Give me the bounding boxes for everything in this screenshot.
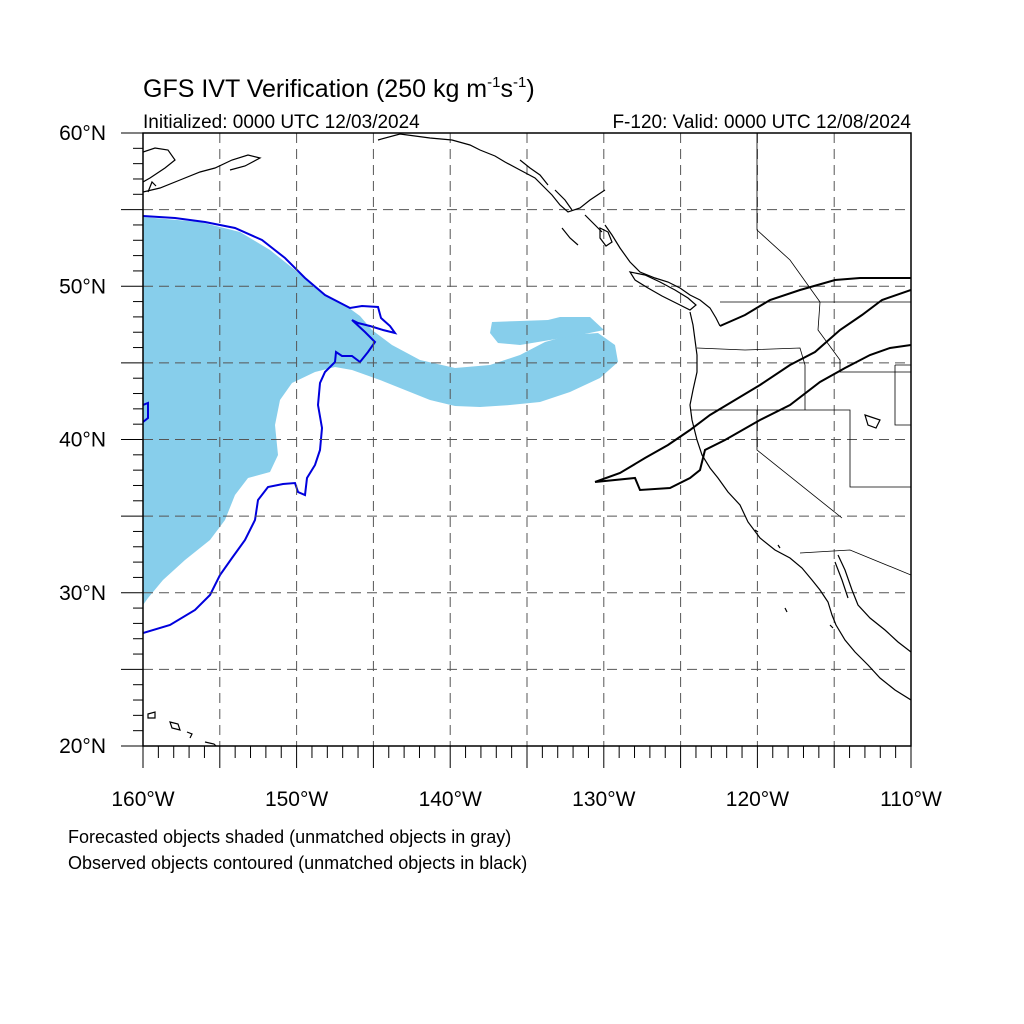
observed-ivt-contour [143,215,398,634]
longitude-tick-label: 150°W [265,788,328,811]
observed-ivt-contour-west-edge [143,401,149,423]
latitude-tick-label: 60°N [59,122,106,145]
longitude-tick-label: 140°W [419,788,482,811]
latitude-labels: 20°N 30°N 40°N 50°N 60°N [59,122,106,758]
latitude-tick-label: 30°N [59,582,106,605]
longitude-labels: 160°W 150°W 140°W 130°W 120°W 110°W [111,788,942,811]
valid-time-label: F-120: Valid: 0000 UTC 12/08/2024 [612,112,911,133]
baja-california [834,554,911,653]
longitude-tick-label: 120°W [726,788,789,811]
coastlines-and-borders [143,133,911,746]
haida-gwaii [599,227,613,247]
longitude-tick-label: 130°W [572,788,635,811]
small-islands [754,414,881,629]
longitude-tick-label: 110°W [880,788,942,811]
latitude-tick-label: 50°N [59,275,106,298]
latitude-tick-label: 20°N [59,735,106,758]
map-title: GFS IVT Verification (250 kg m-1s-1) [143,74,535,103]
state-borders [690,133,911,576]
hawaiian-islands [147,711,217,746]
longitude-tick-label: 160°W [111,788,174,811]
observed-legend-note: Observed objects contoured (unmatched ob… [68,853,528,873]
forecast-legend-note: Forecasted objects shaded (unmatched obj… [68,827,512,847]
vancouver-island [628,271,697,311]
axis-ticks [121,132,912,768]
forecast-ivt-blob-east [490,317,604,345]
latitude-tick-label: 40°N [59,429,106,452]
alaska-peninsula-inlets [147,159,603,246]
us-west-coast [689,311,911,701]
map-gridlines [143,133,911,746]
bold-track-contour [594,277,911,492]
init-time-label: Initialized: 0000 UTC 12/03/2024 [143,112,420,133]
forecast-ivt-object [143,217,618,605]
alaska-coastline [143,133,606,213]
british-columbia-coast [604,224,721,327]
